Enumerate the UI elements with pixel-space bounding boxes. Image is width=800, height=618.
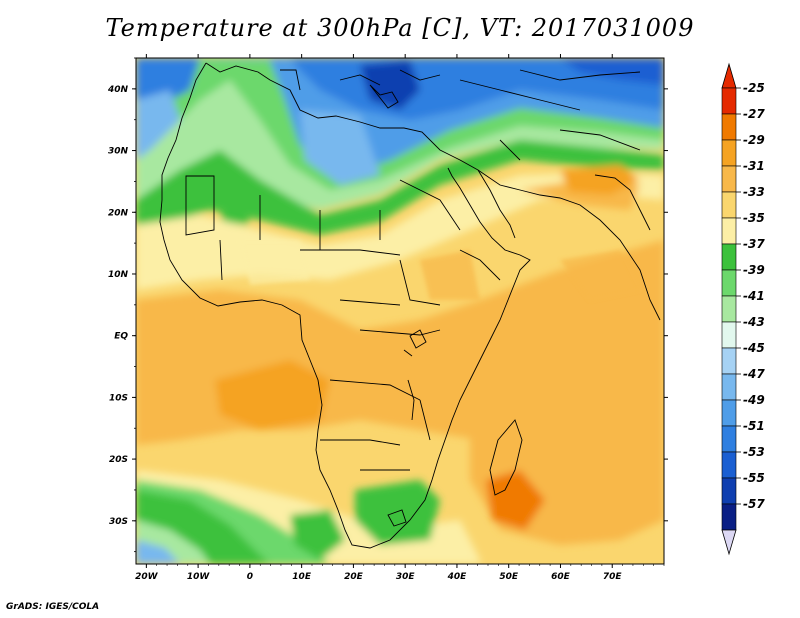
- colorbar-swatch: [721, 191, 737, 219]
- temperature-map: 40N 30N 20N 10N EQ 10S 20S 30S 20W 10W 0 10E 20E 30E…: [107, 54, 765, 582]
- lat-label: 30N: [108, 147, 129, 157]
- colorbar-swatch: [721, 295, 737, 323]
- coastlines: [159, 62, 661, 549]
- lon-label: 20W: [135, 572, 159, 582]
- colorbar-label: -35: [743, 211, 765, 225]
- colorbar-swatch: [721, 243, 737, 271]
- map-frame: [135, 57, 665, 565]
- lon-label: 70E: [603, 572, 623, 582]
- colorbar-label: -47: [743, 367, 765, 381]
- colorbar-swatch: [721, 477, 737, 505]
- colorbar-label: -39: [743, 263, 765, 277]
- lon-label: 30E: [396, 572, 416, 582]
- colorbar-label: -49: [743, 393, 765, 407]
- colorbar-swatch: [721, 139, 737, 167]
- colorbar-swatch: [721, 373, 737, 401]
- lon-label: 40E: [447, 572, 468, 582]
- colorbar-swatch: [721, 321, 737, 349]
- lat-label: 40N: [107, 85, 129, 95]
- colorbar-label: -41: [743, 289, 765, 303]
- colorbar-swatch: [721, 87, 737, 115]
- lat-label: 10N: [108, 270, 129, 280]
- colorbar-label: -45: [743, 341, 765, 355]
- colorbar: -25 -27 -29 -31 -33 -35 -37 -39 -41 -43 -45 -47 -49 -…: [721, 62, 765, 556]
- colorbar-swatch: [721, 217, 737, 245]
- colorbar-bottom-arrow: [721, 529, 737, 556]
- colorbar-label: -25: [743, 81, 765, 95]
- lat-label: 10S: [109, 393, 128, 403]
- colorbar-label: -37: [743, 237, 765, 251]
- colorbar-swatch: [721, 165, 737, 193]
- colorbar-swatch: [721, 269, 737, 297]
- temperature-field: [136, 58, 664, 564]
- lat-label: 30S: [109, 517, 128, 527]
- colorbar-swatch: [721, 503, 737, 531]
- colorbar-label: -31: [743, 159, 765, 173]
- lon-label: 10E: [292, 572, 312, 582]
- lon-label: 50E: [499, 572, 519, 582]
- latitude-ticks: 40N 30N 20N 10N EQ 10S 20S 30S: [107, 57, 668, 553]
- colorbar-label: -29: [743, 133, 765, 147]
- colorbar-swatch: [721, 113, 737, 141]
- lon-label: 10W: [187, 572, 211, 582]
- lat-label: 20N: [108, 208, 129, 218]
- colorbar-label: -27: [743, 107, 765, 121]
- longitude-ticks: 20W 10W 0 10E 20E 30E 40E 50E 60E 70E: [135, 54, 665, 582]
- colorbar-swatch: [721, 347, 737, 375]
- map-title: Temperature at 300hPa [C], VT: 201703100…: [105, 14, 695, 42]
- colorbar-label: -51: [743, 419, 765, 433]
- colorbar-top-arrow: [721, 62, 737, 89]
- colorbar-label: -53: [743, 445, 765, 459]
- colorbar-swatch: [721, 451, 737, 479]
- colorbar-swatch: [721, 425, 737, 453]
- lon-label: 0: [247, 572, 253, 582]
- lon-label: 20E: [344, 572, 364, 582]
- lat-label: EQ: [114, 332, 128, 342]
- colorbar-label: -57: [743, 497, 765, 511]
- grads-credit: GrADS: IGES/COLA: [6, 602, 100, 612]
- colorbar-label: -55: [743, 471, 765, 485]
- lon-label: 60E: [551, 572, 571, 582]
- lat-label: 20S: [109, 455, 128, 465]
- colorbar-label: -33: [743, 185, 765, 199]
- colorbar-label: -43: [743, 315, 765, 329]
- colorbar-swatch: [721, 399, 737, 427]
